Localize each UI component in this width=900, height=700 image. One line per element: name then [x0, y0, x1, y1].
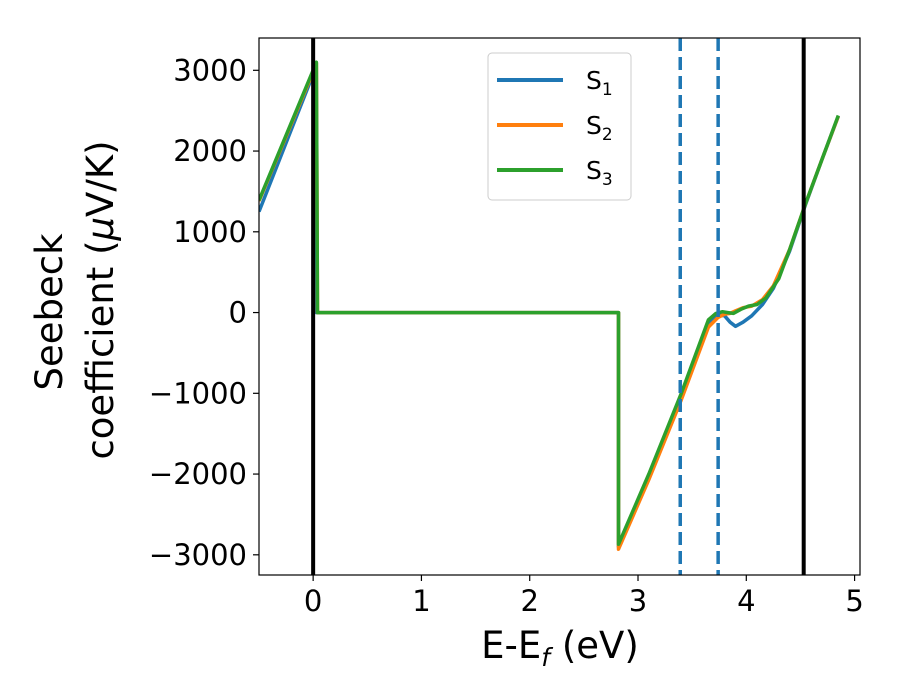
x-tick-label: 3 — [629, 584, 647, 618]
legend: S1 S2 S3 — [487, 52, 632, 201]
y-tick-label: −2000 — [149, 457, 247, 491]
legend-label-s1: S1 — [586, 66, 613, 100]
axes-frame — [258, 37, 861, 576]
y-tick-label: −1000 — [149, 376, 247, 410]
y-tick-label: −3000 — [149, 538, 247, 572]
y-tick-label: 0 — [229, 296, 247, 330]
legend-label-s3: S3 — [586, 156, 613, 190]
y-axis-label-line1: Seebeck — [28, 233, 71, 391]
x-tick-label: 4 — [737, 584, 755, 618]
legend-label-s2: S2 — [586, 111, 613, 145]
x-tick-label: 0 — [304, 584, 322, 618]
y-tick-label: 3000 — [173, 53, 247, 87]
y-axis-ticks: 3000 2000 1000 0 −1000 −2000 −3000 — [149, 53, 259, 572]
y-tick-label: 2000 — [173, 134, 247, 168]
y-axis-label-line2: coefficient (μV/K) — [79, 140, 122, 459]
y-tick-label: 1000 — [173, 215, 247, 249]
x-tick-label: 2 — [520, 584, 538, 618]
series-line-s3 — [259, 60, 840, 547]
x-tick-label: 1 — [412, 584, 430, 618]
plot-area — [259, 38, 840, 575]
x-axis-ticks: 0 1 2 3 4 5 — [304, 575, 864, 618]
x-axis-label: E-Ef (eV) — [481, 624, 639, 672]
x-tick-label: 5 — [845, 584, 863, 618]
